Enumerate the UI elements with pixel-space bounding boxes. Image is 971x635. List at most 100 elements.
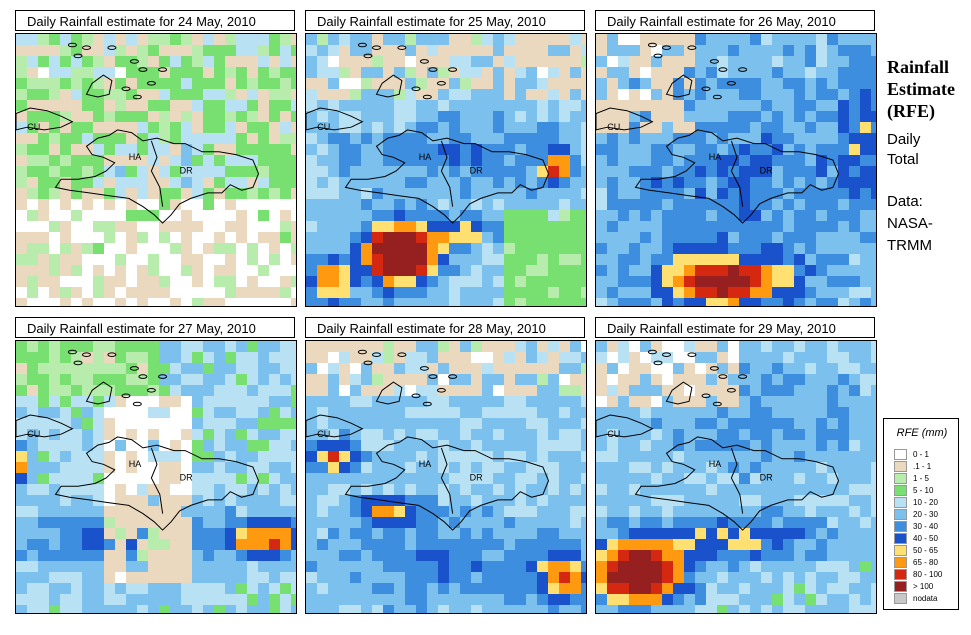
rainfall-cell <box>383 528 394 539</box>
rainfall-cell <box>482 287 493 298</box>
rainfall-cell <box>269 462 280 473</box>
rainfall-cell <box>60 583 71 594</box>
rainfall-cell <box>137 89 148 100</box>
rainfall-cell <box>416 561 427 572</box>
rainfall-cell <box>805 166 816 177</box>
rainfall-cell <box>673 78 684 89</box>
rainfall-cell <box>339 396 350 407</box>
rainfall-cell <box>559 89 570 100</box>
rainfall-cell <box>673 440 684 451</box>
rainfall-cell <box>695 78 706 89</box>
rainfall-cell <box>104 122 115 133</box>
rainfall-cell <box>438 298 449 306</box>
rainfall-cell <box>49 254 60 265</box>
rainfall-cell <box>717 67 728 78</box>
rainfall-cell <box>548 144 559 155</box>
rainfall-cell <box>871 265 876 276</box>
rainfall-cell <box>225 166 236 177</box>
rainfall-cell <box>651 605 662 613</box>
rainfall-cell <box>783 155 794 166</box>
rainfall-cell <box>361 232 372 243</box>
rainfall-cell <box>596 210 607 221</box>
rainfall-cell <box>372 254 383 265</box>
rainfall-cell <box>805 298 816 306</box>
rainfall-cell <box>772 418 783 429</box>
rainfall-cell <box>581 561 586 572</box>
rainfall-cell <box>504 594 515 605</box>
country-label-cu: CU <box>317 122 330 132</box>
rainfall-cell <box>860 111 871 122</box>
rainfall-cell <box>651 385 662 396</box>
rainfall-cell <box>607 407 618 418</box>
rainfall-cell <box>849 407 860 418</box>
rainfall-cell <box>618 561 629 572</box>
rainfall-cell <box>317 34 328 45</box>
rainfall-cell <box>192 605 203 613</box>
rainfall-cell <box>581 440 586 451</box>
rainfall-cell <box>772 177 783 188</box>
rainfall-cell <box>739 429 750 440</box>
rainfall-cell <box>805 177 816 188</box>
rainfall-cell <box>548 45 559 56</box>
rainfall-cell <box>471 583 482 594</box>
rainfall-cell <box>449 429 460 440</box>
rainfall-cell <box>350 155 361 166</box>
rainfall-cell <box>115 374 126 385</box>
rainfall-cell <box>203 155 214 166</box>
rainfall-cell <box>849 396 860 407</box>
rainfall-cell <box>203 122 214 133</box>
rainfall-cell <box>772 396 783 407</box>
rainfall-cell <box>27 440 38 451</box>
rainfall-cell <box>247 100 258 111</box>
rainfall-cell <box>306 462 317 473</box>
rainfall-cell <box>570 451 581 462</box>
rainfall-cell <box>93 385 104 396</box>
rainfall-cell <box>750 166 761 177</box>
rainfall-cell <box>640 210 651 221</box>
rainfall-cell <box>170 133 181 144</box>
rainfall-cell <box>684 341 695 352</box>
rainfall-cell <box>82 451 93 462</box>
rainfall-cell <box>438 243 449 254</box>
rainfall-cell <box>372 385 383 396</box>
rainfall-cell <box>717 56 728 67</box>
rainfall-cell <box>706 605 717 613</box>
rainfall-cell <box>618 298 629 306</box>
rainfall-cell <box>416 188 427 199</box>
rainfall-cell <box>860 561 871 572</box>
rainfall-cell <box>559 440 570 451</box>
rainfall-cell <box>394 440 405 451</box>
rainfall-cell <box>827 363 838 374</box>
rainfall-cell <box>717 440 728 451</box>
rainfall-cell <box>750 517 761 528</box>
rainfall-cell <box>640 539 651 550</box>
rainfall-cell <box>126 34 137 45</box>
rainfall-cell <box>640 276 651 287</box>
rainfall-cell <box>827 45 838 56</box>
rainfall-cell <box>772 155 783 166</box>
rainfall-cell <box>306 144 317 155</box>
rainfall-cell <box>137 605 148 613</box>
rainfall-cell <box>860 407 871 418</box>
rainfall-cell <box>559 473 570 484</box>
rainfall-cell <box>339 243 350 254</box>
rainfall-cell <box>783 418 794 429</box>
rainfall-cell <box>629 396 640 407</box>
rainfall-cell <box>405 528 416 539</box>
rainfall-cell <box>104 528 115 539</box>
rainfall-cell <box>449 133 460 144</box>
rainfall-cell <box>416 177 427 188</box>
rainfall-cell <box>328 210 339 221</box>
rainfall-cell <box>71 254 82 265</box>
rainfall-cell <box>405 155 416 166</box>
rainfall-cell <box>317 550 328 561</box>
rainfall-cell <box>71 594 82 605</box>
rainfall-cell <box>570 111 581 122</box>
rainfall-cell <box>306 473 317 484</box>
rainfall-cell <box>728 363 739 374</box>
border-line <box>150 447 164 514</box>
rainfall-cell <box>684 407 695 418</box>
rainfall-cell <box>16 451 27 462</box>
rainfall-cell <box>38 407 49 418</box>
rainfall-cell <box>581 56 586 67</box>
